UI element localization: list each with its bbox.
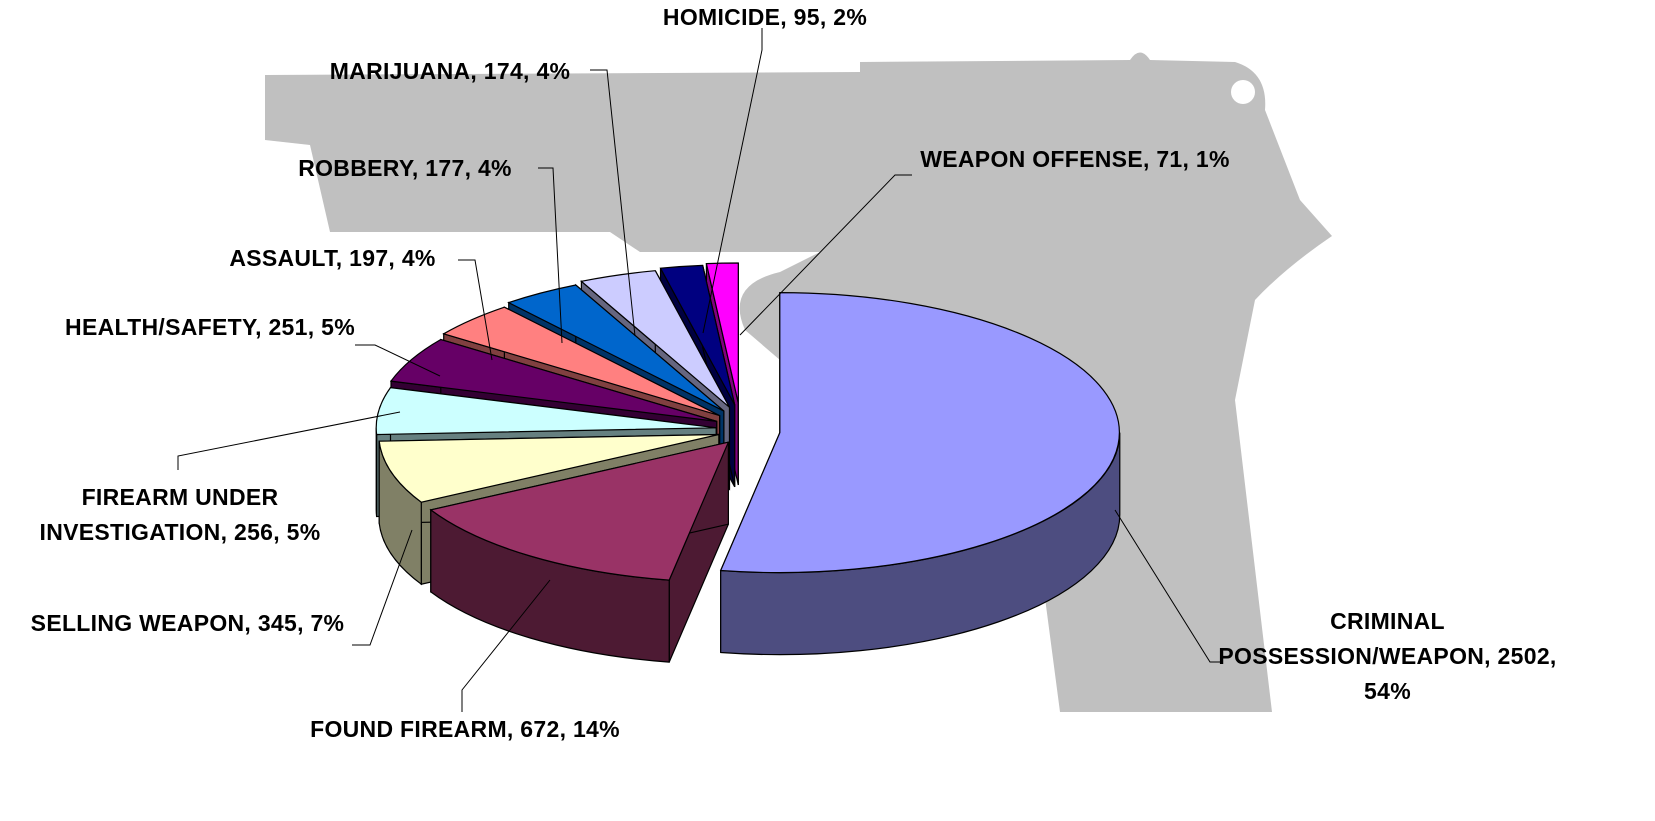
gun-hole: [1231, 80, 1255, 104]
leader-line: [177, 411, 401, 470]
slice: [659, 264, 736, 406]
slice: [507, 284, 725, 412]
slice: [719, 291, 1120, 574]
leader-lines: [177, 28, 1222, 712]
slice: [375, 386, 717, 436]
slice-label: ASSAULT, 197, 4%: [229, 245, 436, 271]
leader-line: [355, 344, 441, 377]
slice: [442, 306, 720, 417]
slice-label: FIREARM UNDER INVESTIGATION, 256, 5%: [39, 484, 321, 545]
leader-line: [461, 579, 551, 712]
slice-label: HEALTH/SAFETY, 251, 5%: [65, 314, 355, 340]
leader-line: [739, 174, 912, 336]
slice-label: CRIMINAL POSSESSION/WEAPON, 2502, 54%: [1218, 608, 1557, 704]
slice-label: HOMICIDE, 95, 2%: [662, 4, 868, 30]
slice-label: ROBBERY, 177, 4%: [298, 155, 512, 181]
slice: [389, 338, 717, 422]
slice-label: FOUND FIREARM, 672, 14%: [310, 716, 620, 742]
slice-label: MARIJUANA, 174, 4%: [329, 58, 571, 84]
slice: [378, 433, 719, 503]
leader-line: [458, 259, 493, 361]
slice: [429, 441, 730, 581]
slice: [705, 262, 739, 404]
leader-line: [702, 28, 763, 334]
leader-line: [590, 69, 636, 337]
slice-label: WEAPON OFFENSE, 71, 1%: [920, 146, 1230, 172]
slice-label: SELLING WEAPON, 345, 7%: [30, 610, 345, 636]
slice: [580, 270, 730, 408]
leader-line: [538, 167, 563, 344]
pie: [375, 262, 1121, 663]
leader-line: [352, 529, 413, 646]
leader-line: [1114, 509, 1222, 663]
